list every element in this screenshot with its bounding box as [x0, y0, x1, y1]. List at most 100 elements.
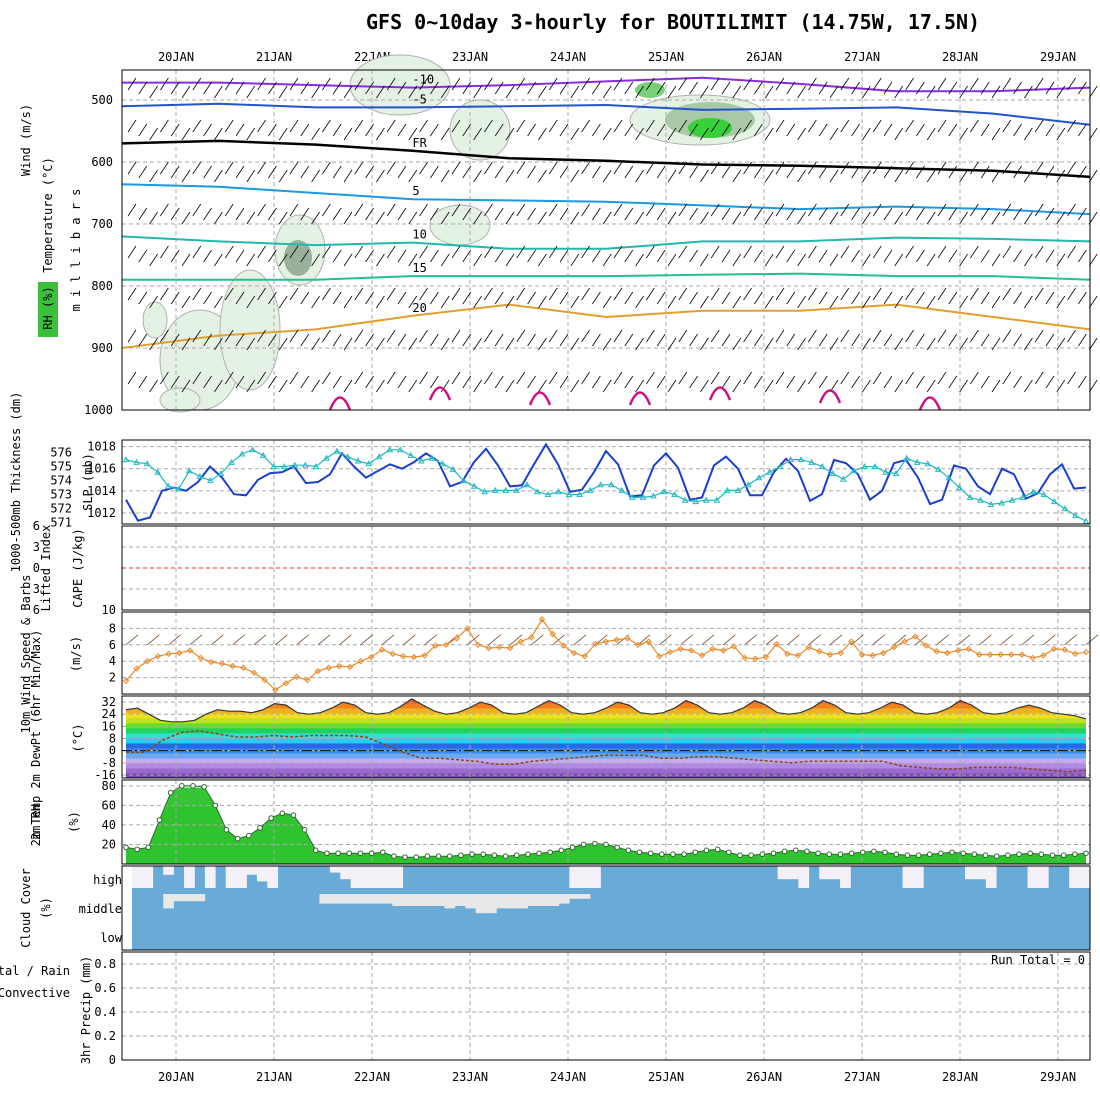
rh-marker [1005, 852, 1011, 859]
wind-barb [548, 245, 558, 259]
wind-barb [1013, 207, 1022, 221]
wind-barb [181, 211, 191, 225]
thickness-marker [217, 470, 225, 477]
panel-border [121, 779, 1091, 865]
isotherm-line [121, 235, 1091, 250]
rh-area-high [126, 787, 1086, 864]
rh-marker [324, 850, 330, 857]
wind-barb [991, 253, 1001, 267]
rh-marker [670, 851, 676, 858]
precip-total-label: Total / Rain [0, 964, 70, 978]
wind-barb [311, 337, 320, 351]
wind-barb [721, 81, 731, 95]
wind-barb [1024, 85, 1033, 99]
wind-barb [818, 81, 828, 95]
wind-barb [311, 127, 320, 141]
wind-barb [300, 249, 310, 263]
wind-barb [322, 245, 331, 259]
isotherm-loop [328, 396, 352, 411]
rh-marker [837, 851, 844, 858]
wind-barb [278, 379, 288, 393]
wind-barb [1000, 634, 1013, 646]
wind-barb [754, 165, 763, 179]
wind-barb [354, 203, 364, 217]
thickness-marker [512, 486, 520, 493]
wind-barb [365, 291, 374, 305]
day-label-bottom: 26JAN [746, 1070, 782, 1084]
thickness-marker [133, 458, 140, 465]
thickness-marker [375, 453, 383, 460]
wind-barb [419, 371, 428, 385]
wind-barb [1056, 379, 1066, 393]
wind-barb [354, 287, 364, 301]
rh-marker [435, 853, 442, 859]
cloud-high-bar [132, 866, 143, 888]
wind-barb [170, 81, 180, 95]
wind-barb [473, 295, 482, 309]
wind-barb [138, 207, 148, 221]
wind-barb [160, 287, 169, 301]
precip-tick: 0.2 [94, 1029, 116, 1043]
wind-speed-marker [325, 664, 332, 671]
temp2m-unit-label: (°C) [71, 724, 85, 753]
wind-barb [354, 119, 364, 133]
wind-barb [181, 379, 191, 393]
wind-speed-marker [261, 676, 268, 684]
wind-barb [224, 161, 234, 175]
wind-barb [343, 379, 353, 393]
panel-border [121, 525, 1091, 611]
cloud-mid-bar [361, 894, 372, 904]
wind-barb [484, 371, 493, 385]
day-label-top: 20JAN [158, 50, 194, 64]
wind-barb [754, 249, 763, 263]
wind-barb [451, 287, 461, 301]
wind-barb [829, 337, 839, 351]
rh-marker [580, 841, 587, 848]
wind-barb [224, 203, 234, 217]
wind-barb [775, 77, 785, 91]
thickness-marker [956, 484, 963, 491]
thickness-marker [977, 496, 984, 503]
wind-speed-marker [1018, 651, 1026, 658]
wind-barb [894, 337, 904, 351]
wind-barb [559, 165, 569, 179]
wind-barb [797, 127, 806, 141]
rh-marker [156, 817, 163, 823]
wind-barb [322, 329, 331, 343]
wind-barb [980, 207, 990, 221]
thickness-marker [787, 456, 794, 463]
cloud-high-bar [361, 866, 372, 888]
wind-barb [224, 245, 234, 259]
wind-barb [926, 211, 936, 225]
wind-barb [278, 253, 288, 267]
wind-barb [343, 169, 353, 183]
wind-barb [1034, 161, 1044, 175]
pressure-tick: 800 [91, 279, 113, 293]
isotherm-line [121, 102, 1091, 126]
wind-barb [419, 77, 428, 91]
thickness-marker [924, 460, 932, 467]
wind-barb [224, 371, 234, 385]
wind-barb [872, 203, 882, 217]
wind-speed-marker [474, 641, 482, 649]
wind-barb [894, 85, 904, 99]
day-label-top: 29JAN [1040, 50, 1076, 64]
rh-marker [1027, 850, 1033, 857]
wind-barb [160, 203, 169, 217]
wind-barb [386, 245, 396, 259]
wind-barb [775, 371, 785, 385]
thickness-marker [840, 475, 847, 482]
wind-barb [916, 333, 925, 347]
wind-barb [818, 123, 828, 137]
cloud-mid-bar [517, 894, 528, 909]
wind-barb [1088, 211, 1098, 225]
wind-barb [592, 165, 601, 179]
day-label-bottom: 28JAN [942, 1070, 978, 1084]
rh2m-unit-label: (%) [67, 811, 81, 833]
wind-speed-marker [698, 652, 706, 659]
wind-barb [1056, 85, 1066, 99]
wind-speed-marker [122, 677, 130, 685]
rh-marker [491, 852, 498, 859]
wind-barb [678, 203, 688, 217]
thickness-marker [164, 482, 172, 489]
